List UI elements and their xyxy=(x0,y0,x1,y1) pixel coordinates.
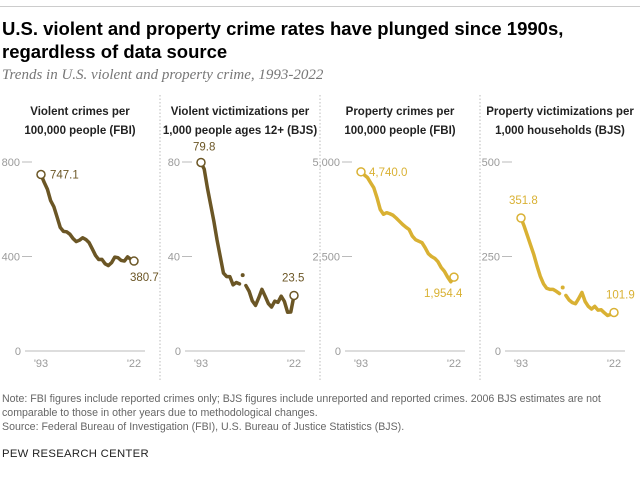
y-tick-label: 2,500 xyxy=(312,252,340,264)
start-value-label: 79.8 xyxy=(193,141,215,153)
panel-title-line: Property crimes per xyxy=(346,106,455,118)
y-tick-label: 0 xyxy=(335,346,341,358)
panel-1: Violent crimes per 100,000 people (FBI) 80… xyxy=(2,106,159,370)
y-tick-label: 400 xyxy=(2,252,20,264)
start-value-label: 4,740.0 xyxy=(369,167,407,179)
chart-subtitle: Trends in U.S. violent and property crim… xyxy=(2,67,324,83)
series-line-segment xyxy=(359,170,456,284)
x-tick-label: '22 xyxy=(287,358,301,370)
end-value-label: 23.5 xyxy=(282,272,304,284)
start-value-label: 351.8 xyxy=(509,195,538,207)
top-rule xyxy=(0,6,640,7)
series-line-segment xyxy=(199,160,242,287)
brand-logo-text: PEW RESEARCH CENTER xyxy=(2,448,149,460)
panel-title-line: Property victimizations per xyxy=(486,106,634,118)
y-tick-label: 0 xyxy=(175,346,181,358)
x-tick-label: '93 xyxy=(514,358,528,370)
chart-title: U.S. violent and property crime rates ha… xyxy=(2,18,564,62)
end-point-marker xyxy=(449,272,459,282)
series-line-segment xyxy=(39,172,136,268)
series-line-segment xyxy=(244,283,296,315)
notes: Note: FBI figures include reported crime… xyxy=(2,392,632,434)
panel-title-line: 1,000 households (BJS) xyxy=(495,125,625,137)
end-point-marker xyxy=(129,256,139,266)
x-tick-label: '93 xyxy=(194,358,208,370)
start-point-marker xyxy=(36,169,46,180)
start-point-marker xyxy=(196,157,206,168)
x-tick-label: '22 xyxy=(607,358,621,370)
panel-4: Property victimizations per 1,000 househo… xyxy=(479,95,635,380)
panel-title-line: Violent victimizations per xyxy=(171,106,310,118)
panel-title-line: Violent crimes per xyxy=(30,106,130,118)
x-tick-label: '93 xyxy=(354,358,368,370)
x-tick-label: '22 xyxy=(127,358,141,370)
y-tick-label: 500 xyxy=(482,157,500,169)
y-tick-label: 5,000 xyxy=(312,157,340,169)
series-line-segment xyxy=(519,216,562,296)
note-text: Note: FBI figures include reported crime… xyxy=(2,393,601,419)
panel-3: Property crimes per 100,000 people (FBI) 5… xyxy=(312,95,465,380)
end-point-marker xyxy=(289,290,299,301)
data-point-2006 xyxy=(240,273,245,278)
panel-2: Violent victimizations per 1,000 people a… xyxy=(159,95,318,380)
series-line-segment xyxy=(564,290,616,318)
y-tick-label: 250 xyxy=(482,252,500,264)
y-tick-label: 0 xyxy=(495,346,501,358)
data-point-2006 xyxy=(560,285,565,290)
y-tick-label: 0 xyxy=(15,346,21,358)
y-tick-label: 80 xyxy=(168,157,180,169)
start-point-marker xyxy=(356,167,366,177)
end-value-label: 101.9 xyxy=(606,289,635,301)
end-point-marker xyxy=(609,307,619,318)
panel-title-line: 100,000 people (FBI) xyxy=(344,125,455,137)
x-tick-label: '22 xyxy=(447,358,461,370)
source-text: Source: Federal Bureau of Investigation … xyxy=(2,421,405,433)
start-point-marker xyxy=(516,213,526,223)
start-value-label: 747.1 xyxy=(50,169,79,181)
y-tick-label: 800 xyxy=(2,157,20,169)
panel-title-line: 1,000 people ages 12+ (BJS) xyxy=(163,125,318,137)
end-value-label: 380.7 xyxy=(130,272,159,284)
y-tick-label: 40 xyxy=(168,252,180,264)
panel-title-line: 100,000 people (FBI) xyxy=(24,125,135,137)
end-value-label: 1,954.4 xyxy=(424,288,463,300)
x-tick-label: '93 xyxy=(34,358,48,370)
